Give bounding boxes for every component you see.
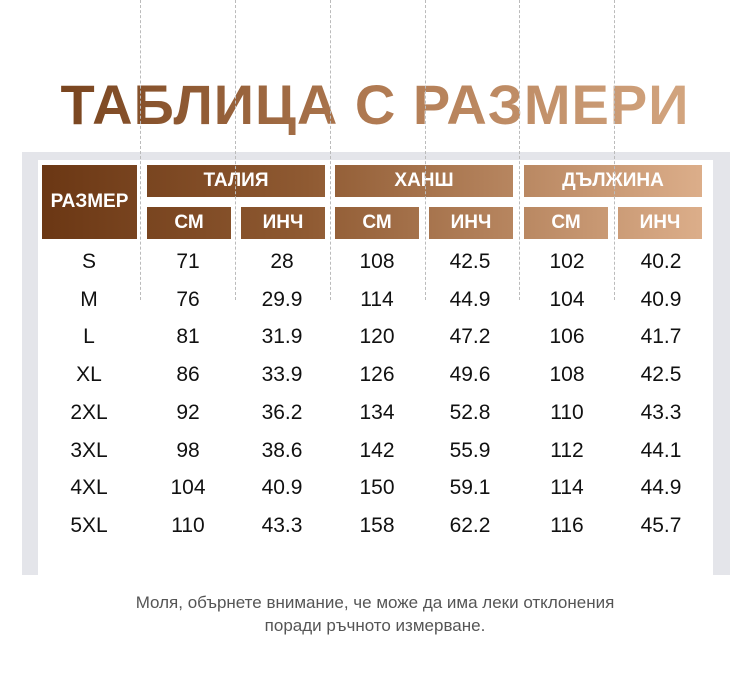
- table-cell: 110: [171, 513, 205, 537]
- table-cell: 158: [359, 513, 395, 537]
- table-cell: 36.2: [261, 400, 303, 424]
- size-label: S: [81, 250, 96, 273]
- table-cell: 92: [176, 400, 200, 424]
- size-label: 3XL: [70, 438, 108, 462]
- size-label: XL: [76, 363, 102, 387]
- size-header: РАЗМЕР: [42, 165, 137, 239]
- table-cell: 55.9: [449, 438, 491, 462]
- table-cell: 41.7: [640, 325, 682, 349]
- column-divider: [235, 0, 236, 300]
- table-cell: 86: [176, 363, 200, 387]
- column-divider: [519, 0, 520, 300]
- table-cell: 114: [360, 287, 394, 311]
- table-cell: 104: [170, 476, 206, 500]
- table-cell: 40.2: [640, 250, 682, 273]
- cm-header: СМ: [147, 207, 231, 239]
- table-cell: 44.1: [640, 438, 682, 462]
- table-cell: 28: [270, 250, 294, 273]
- table-cell: 47.2: [449, 325, 491, 349]
- page-title: ТАБЛИЦА С РАЗМЕРИ: [0, 72, 750, 137]
- table-cell: 45.7: [640, 513, 682, 537]
- size-label: L: [83, 325, 95, 349]
- table-cell: 71: [176, 250, 200, 273]
- table-cell: 120: [359, 325, 395, 349]
- table-cell: 52.8: [449, 400, 491, 424]
- table-cell: 59.1: [449, 476, 491, 500]
- size-label: 5XL: [70, 513, 108, 537]
- table-cell: 44.9: [640, 476, 682, 500]
- table-cell: 108: [359, 250, 395, 273]
- table-cell: 49.6: [449, 363, 491, 387]
- table-cell: 81: [176, 325, 200, 349]
- group-header: ХАНШ: [335, 165, 513, 197]
- measurement-note: Моля, обърнете внимание, че може да има …: [0, 591, 750, 637]
- table-cell: 43.3: [261, 513, 303, 537]
- cm-header: СМ: [335, 207, 419, 239]
- table-cell: 108: [549, 363, 585, 387]
- table-cell: 106: [549, 325, 585, 349]
- table-cell: 110: [550, 400, 584, 424]
- table-cell: 102: [549, 250, 585, 273]
- group-header: ДЪЛЖИНА: [524, 165, 702, 197]
- table-cell: 42.5: [640, 363, 682, 387]
- table-cell: 33.9: [261, 363, 303, 387]
- table-cell: 40.9: [261, 476, 303, 500]
- table-cell: 44.9: [449, 287, 491, 311]
- table-cell: 98: [176, 438, 200, 462]
- column-divider: [140, 0, 141, 300]
- table-cell: 104: [549, 287, 585, 311]
- table-cell: 29.9: [261, 287, 303, 311]
- table-cell: 126: [359, 363, 395, 387]
- size-label: M: [80, 287, 98, 311]
- size-label: 2XL: [70, 400, 108, 424]
- group-header: ТАЛИЯ: [147, 165, 325, 197]
- table-cell: 31.9: [261, 325, 303, 349]
- table-cell: 43.3: [640, 400, 682, 424]
- table-cell: 38.6: [261, 438, 303, 462]
- table-cell: 42.5: [449, 250, 491, 273]
- table-cell: 112: [550, 438, 584, 462]
- table-cell: 62.2: [449, 513, 491, 537]
- note-line-2: поради ръчното измерване.: [264, 616, 486, 635]
- table-cell: 114: [550, 476, 584, 500]
- inch-header: ИНЧ: [618, 207, 702, 239]
- column-divider: [330, 0, 331, 300]
- column-divider: [425, 0, 426, 300]
- size-label: 4XL: [70, 476, 108, 500]
- inch-header: ИНЧ: [241, 207, 325, 239]
- table-cell: 142: [359, 438, 395, 462]
- table-cell: 150: [359, 476, 395, 500]
- inch-header: ИНЧ: [429, 207, 513, 239]
- table-cell: 116: [550, 513, 584, 537]
- table-cell: 76: [176, 287, 200, 311]
- table-cell: 134: [359, 400, 395, 424]
- table-cell: 40.9: [640, 287, 682, 311]
- note-line-1: Моля, обърнете внимание, че може да има …: [135, 593, 615, 612]
- cm-header: СМ: [524, 207, 608, 239]
- column-divider: [614, 0, 615, 300]
